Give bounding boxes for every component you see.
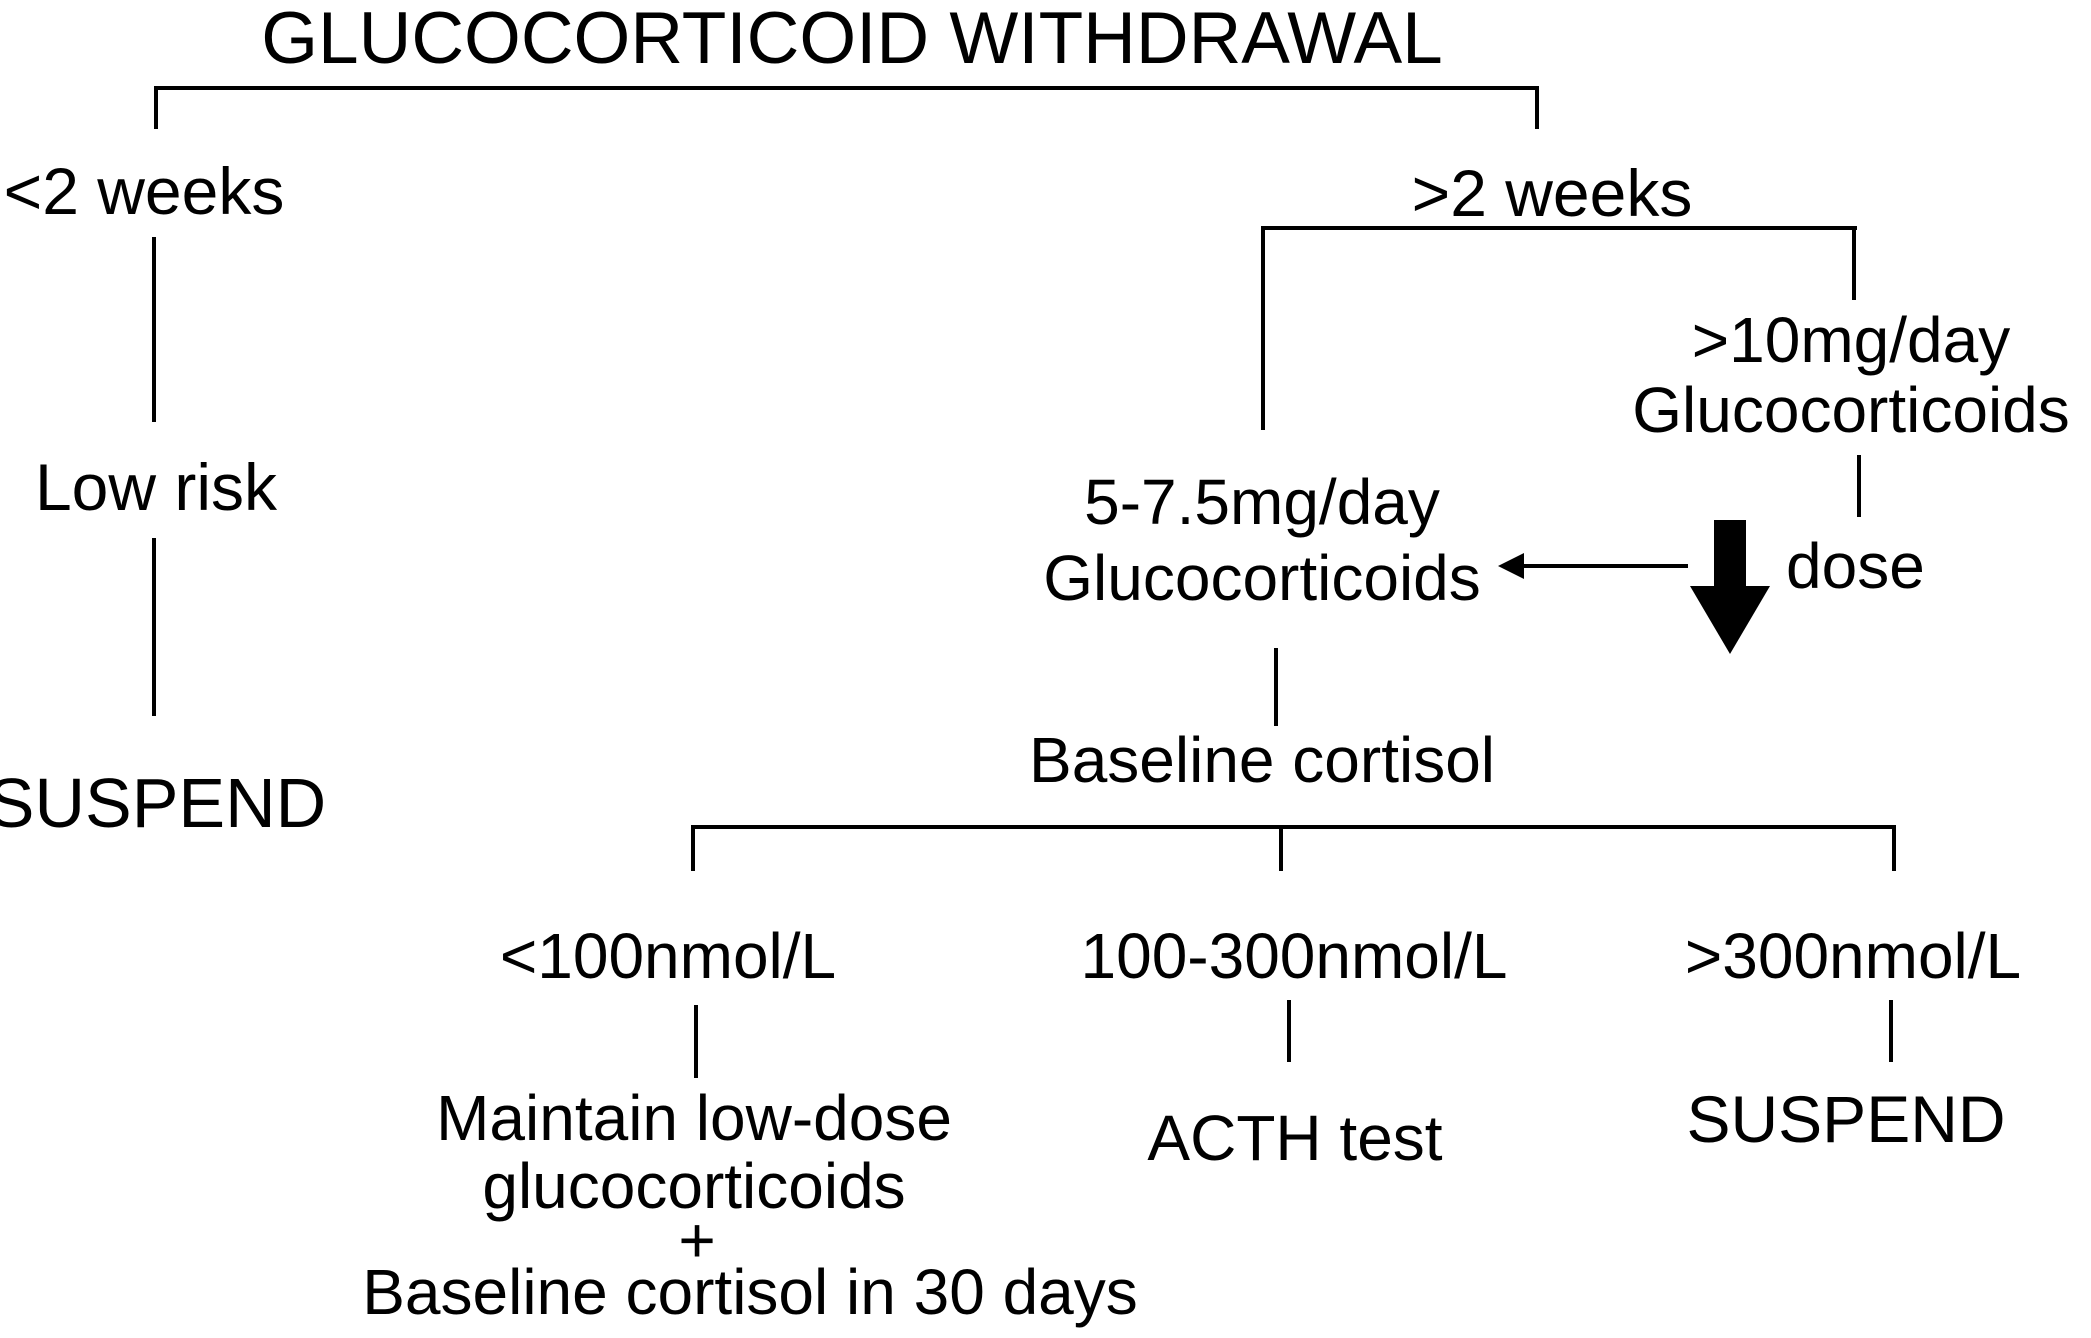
connector-lowrisk-suspend [152,538,156,716]
node-maintain-line2: glucocorticoids [482,1150,906,1222]
node-100-300nmol: 100-300nmol/L [1080,920,1508,992]
node-dose-label: dose [1786,530,1925,602]
node-more-2-weeks: >2 weeks [1411,156,1693,230]
connector-baseline-bracket [693,825,1896,829]
node-more-300nmol: >300nmol/L [1684,920,2022,992]
connector-high-result-action [1889,1000,1893,1062]
node-low-risk: Low risk [34,450,278,524]
connector-bracket-to-low-result [691,825,695,871]
taper-to-lowdose-arrow-line [1520,564,1688,568]
connector-lowdose-baseline [1274,648,1278,726]
node-maintain-line1: Maintain low-dose [436,1082,952,1154]
connector-more2weeks-bracket [1261,226,1857,230]
node-high-dose: >10mg/day Glucocorticoids [1632,305,2070,445]
node-suspend-left: SUSPEND [0,764,327,842]
node-baseline-cortisol: Baseline cortisol [1029,724,1495,796]
taper-to-lowdose-arrowhead-icon [1498,553,1524,579]
connector-less2weeks-lowrisk [152,237,156,422]
connector-bracket-to-lowdose [1261,226,1265,430]
node-plus-sign: + [678,1204,716,1276]
decrease-dose-arrowhead-icon [1690,586,1770,654]
connector-top-bracket-left-tick [154,86,158,129]
connector-low-result-action [694,1005,698,1078]
connector-mid-result-action [1287,1000,1291,1062]
node-baseline-30-days: Baseline cortisol in 30 days [362,1256,1138,1328]
connector-top-bracket [156,86,1538,90]
node-high-dose-line1: >10mg/day [1691,304,2011,376]
node-maintain-low-dose: Maintain low-dose glucocorticoids [436,1084,952,1220]
decrease-dose-arrow-icon [1714,520,1746,588]
node-low-dose-line1: 5-7.5mg/day [1084,466,1440,538]
node-suspend-right: SUSPEND [1686,1082,2006,1156]
connector-highdose-taper [1857,455,1861,517]
connector-bracket-to-mid-result [1279,825,1283,871]
node-low-dose: 5-7.5mg/day Glucocorticoids [1043,464,1481,616]
node-acth-test: ACTH test [1147,1102,1443,1174]
node-low-dose-line2: Glucocorticoids [1043,542,1481,614]
node-less-100nmol: <100nmol/L [499,920,837,992]
node-less-2-weeks: <2 weeks [3,154,285,228]
node-high-dose-line2: Glucocorticoids [1632,374,2070,446]
connector-bracket-to-highdose [1852,226,1856,300]
connector-bracket-to-high-result [1892,825,1896,871]
page-title: GLUCOCORTICOID WITHDRAWAL [261,0,1443,79]
connector-top-bracket-right-tick [1535,86,1539,129]
